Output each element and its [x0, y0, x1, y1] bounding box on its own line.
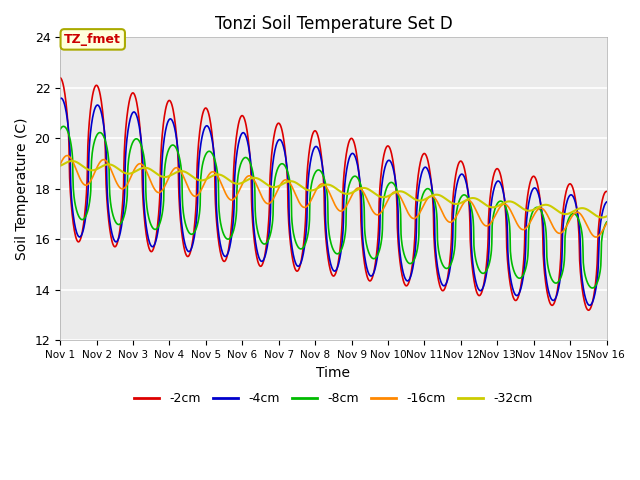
-8cm	[603, 219, 611, 225]
-8cm	[589, 285, 596, 291]
-32cm	[367, 188, 375, 194]
-4cm	[586, 302, 593, 308]
-16cm	[310, 192, 317, 198]
-2cm	[584, 307, 592, 313]
-2cm	[367, 277, 375, 283]
-8cm	[300, 244, 307, 250]
-8cm	[60, 123, 67, 129]
-16cm	[367, 206, 375, 212]
-32cm	[310, 187, 317, 193]
-4cm	[603, 199, 611, 205]
-16cm	[592, 234, 600, 240]
-16cm	[63, 153, 71, 158]
-16cm	[289, 185, 296, 191]
-32cm	[121, 170, 129, 176]
-2cm	[288, 252, 296, 258]
-16cm	[99, 157, 107, 163]
-2cm	[309, 130, 317, 136]
-8cm	[289, 223, 296, 229]
-16cm	[300, 204, 307, 210]
Text: TZ_fmet: TZ_fmet	[64, 33, 121, 46]
-2cm	[99, 107, 106, 113]
-8cm	[121, 209, 129, 215]
-32cm	[289, 179, 296, 184]
Line: -2cm: -2cm	[60, 78, 607, 310]
-32cm	[68, 158, 76, 164]
-4cm	[99, 117, 107, 122]
-4cm	[121, 168, 129, 174]
-8cm	[310, 173, 317, 179]
-32cm	[99, 163, 107, 169]
Line: -4cm: -4cm	[60, 98, 607, 305]
-32cm	[56, 163, 64, 169]
Title: Tonzi Soil Temperature Set D: Tonzi Soil Temperature Set D	[214, 15, 452, 33]
-2cm	[121, 141, 129, 147]
-4cm	[56, 96, 64, 101]
-32cm	[603, 214, 611, 219]
-2cm	[56, 75, 64, 81]
-16cm	[603, 220, 611, 226]
-8cm	[99, 132, 107, 138]
Line: -16cm: -16cm	[60, 156, 607, 237]
-8cm	[367, 254, 375, 260]
-2cm	[300, 244, 307, 250]
-4cm	[289, 247, 296, 253]
Line: -32cm: -32cm	[60, 161, 607, 217]
-32cm	[300, 185, 307, 191]
-4cm	[300, 249, 307, 254]
-16cm	[56, 161, 64, 167]
Legend: -2cm, -4cm, -8cm, -16cm, -32cm: -2cm, -4cm, -8cm, -16cm, -32cm	[129, 387, 538, 410]
-4cm	[310, 146, 317, 152]
-2cm	[603, 189, 611, 194]
-16cm	[121, 185, 129, 191]
-8cm	[56, 127, 64, 132]
Line: -8cm: -8cm	[60, 126, 607, 288]
X-axis label: Time: Time	[316, 366, 350, 380]
-4cm	[367, 273, 375, 279]
-4cm	[57, 96, 65, 101]
-32cm	[598, 215, 605, 220]
Y-axis label: Soil Temperature (C): Soil Temperature (C)	[15, 118, 29, 260]
